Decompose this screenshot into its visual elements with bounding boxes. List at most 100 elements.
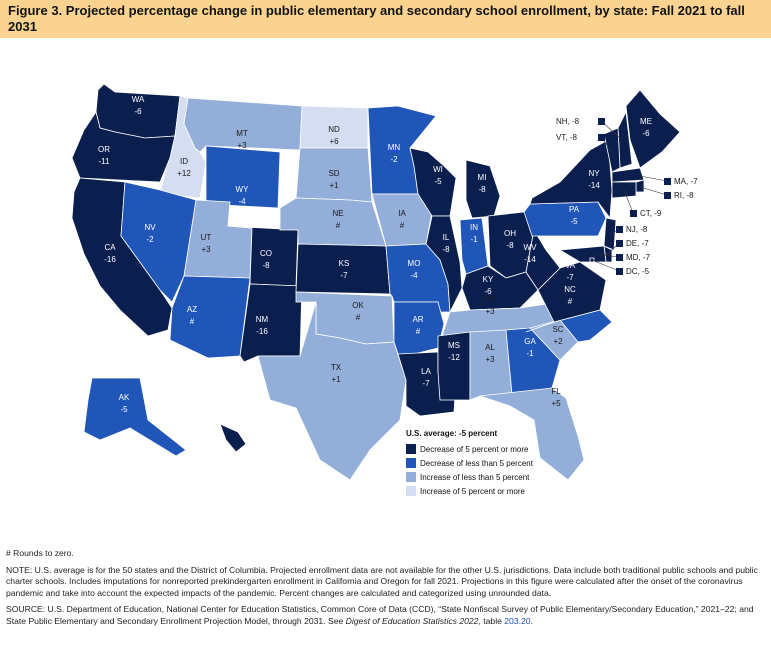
state-abbr: AK (119, 393, 130, 402)
state-shape-ks (295, 243, 391, 295)
state-abbr: IN (470, 223, 478, 232)
figure-title: Figure 3. Projected percentage change in… (8, 3, 745, 34)
state-abbr: MO (408, 259, 421, 268)
state-abbr: IL (443, 233, 450, 242)
state-abbr: WI (433, 165, 443, 174)
callout-text: NJ, -8 (626, 225, 648, 234)
state-abbr: MT (236, 129, 248, 138)
state-value: -8 (262, 261, 270, 270)
state-label-tx: TX +1 (331, 363, 342, 384)
state-value: # (568, 297, 573, 306)
state-value: # (400, 221, 405, 230)
notes-section: # Rounds to zero. NOTE: U.S. average is … (6, 548, 768, 633)
callout-text: MD, -7 (626, 253, 651, 262)
callout-swatch (616, 226, 623, 233)
state-shape-nj (603, 217, 617, 251)
state-label-oh: OH -8 (504, 229, 516, 250)
callout-text: NH, -8 (556, 117, 580, 126)
state-abbr: PA (569, 205, 580, 214)
state-abbr: MI (478, 173, 487, 182)
state-abbr: KY (483, 275, 494, 284)
state-label-wi: WI -5 (433, 165, 443, 186)
callout-swatch (664, 178, 671, 185)
table-link[interactable]: 203.20 (504, 615, 531, 626)
state-abbr: NM (256, 315, 269, 324)
legend-swatch (406, 472, 416, 482)
state-value: -5 (120, 405, 128, 414)
state-abbr: KS (339, 259, 350, 268)
state-value: +3 (485, 307, 495, 316)
state-label-sd: SD +1 (328, 169, 339, 190)
callout-swatch (664, 192, 671, 199)
state-value: -2 (146, 235, 154, 244)
state-shape-me (625, 89, 681, 169)
state-label-ut: UT +3 (201, 233, 212, 254)
state-shape-nm (239, 283, 303, 363)
state-label-ia: IA # (398, 209, 406, 230)
legend: U.S. average: -5 percent Decrease of 5 pe… (406, 429, 534, 496)
state-value: # (416, 327, 421, 336)
source-end: . (530, 615, 533, 626)
state-abbr: VA (565, 261, 576, 270)
state-label-ms: MS -12 (448, 341, 460, 362)
state-label-al: AL +3 (485, 343, 495, 364)
state-shape-ar (393, 301, 445, 357)
callout-ct: CT, -9 (623, 189, 662, 218)
state-label-va: VA -7 (565, 261, 576, 282)
callout-swatch (630, 210, 637, 217)
state-label-mn: MN -2 (388, 143, 401, 164)
state-value: -17 (250, 439, 262, 448)
state-label-me: ME -6 (640, 117, 652, 138)
state-abbr: OK (352, 301, 364, 310)
state-shape-az (169, 275, 251, 359)
footnote: # Rounds to zero. (6, 548, 74, 558)
state-value: +3 (485, 355, 495, 364)
state-abbr: UT (201, 233, 212, 242)
callout-line (639, 186, 668, 196)
callout-dc: DC, -5 (591, 259, 650, 276)
state-shape-ia (371, 193, 433, 247)
callout-swatch (616, 240, 623, 247)
state-label-in: IN -1 (470, 223, 478, 244)
source-body: SOURCE: U.S. Department of Education, Na… (6, 604, 754, 626)
state-value: +3 (201, 245, 211, 254)
state-value: -4 (410, 271, 418, 280)
state-value: # (356, 313, 361, 322)
state-abbr: SD (328, 169, 339, 178)
state-value: -8 (478, 185, 486, 194)
state-label-ga: GA -1 (524, 337, 536, 358)
callout-nj: NJ, -8 (609, 225, 648, 236)
state-abbr: AZ (187, 305, 197, 314)
state-value: # (190, 317, 195, 326)
state-shape-ms (437, 331, 471, 401)
state-shape-ri (635, 179, 645, 193)
state-label-ar: AR # (412, 315, 423, 336)
callout-line (639, 175, 668, 182)
state-label-nm: NM -16 (256, 315, 269, 336)
callout-text: MA, -7 (674, 177, 698, 186)
state-abbr: ME (640, 117, 652, 126)
state-label-pa: PA -5 (569, 205, 580, 226)
callout-ma: MA, -7 (639, 175, 698, 186)
state-shape-vt (603, 127, 621, 173)
legend-label: Increase of 5 percent or more (420, 487, 525, 496)
state-label-ny: NY -14 (588, 169, 600, 190)
state-label-wv: WV -14 (524, 243, 538, 264)
state-shape-wy (205, 145, 281, 209)
state-abbr: FL (551, 387, 561, 396)
callout-swatch (598, 118, 605, 125)
callout-nh: NH, -8 (556, 117, 623, 141)
state-value: -7 (566, 273, 574, 282)
legend-label: Decrease of less than 5 percent (420, 459, 534, 468)
state-abbr: CO (260, 249, 272, 258)
state-label-nd: ND +6 (328, 125, 340, 146)
state-abbr: IA (398, 209, 406, 218)
callout-swatch (598, 134, 605, 141)
state-value: -1 (470, 235, 478, 244)
legend-swatch (406, 444, 416, 454)
state-value: -14 (588, 181, 600, 190)
state-abbr: OH (504, 229, 516, 238)
state-value: -12 (448, 353, 460, 362)
state-value: -7 (340, 271, 348, 280)
title-bar: Figure 3. Projected percentage change in… (0, 0, 771, 38)
